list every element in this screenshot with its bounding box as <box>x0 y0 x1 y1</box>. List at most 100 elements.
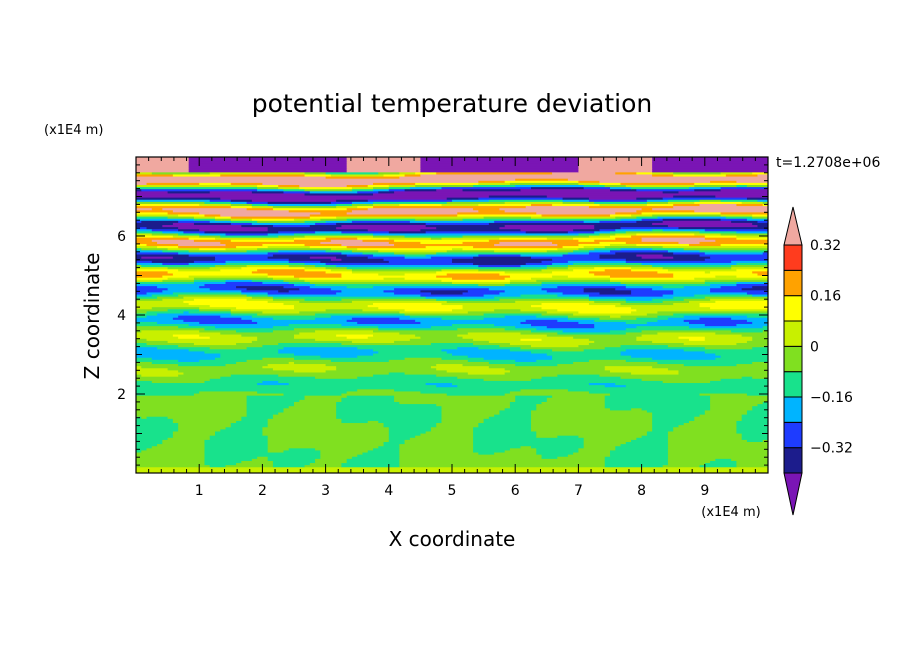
field-cell <box>667 439 748 442</box>
field-cell <box>341 289 385 293</box>
field-cell <box>588 205 674 209</box>
field-cell <box>288 447 316 451</box>
field-cell <box>283 190 311 194</box>
field-cell <box>652 418 695 421</box>
field-cell <box>483 418 532 421</box>
field-cell <box>731 329 764 333</box>
field-cell <box>162 224 242 228</box>
field-cell <box>272 460 316 464</box>
field-cell <box>625 327 768 331</box>
field-cell <box>488 340 595 343</box>
field-cell <box>341 397 395 400</box>
field-cell <box>736 420 768 424</box>
field-cell <box>241 317 274 320</box>
field-cell <box>162 207 248 211</box>
field-cell <box>136 228 153 232</box>
field-cell <box>615 228 653 232</box>
field-cell <box>193 260 227 263</box>
field-cell <box>746 184 768 188</box>
field-cell <box>752 270 768 274</box>
x-tick-label: 1 <box>195 483 204 499</box>
field-cell <box>157 296 184 299</box>
field-cell <box>662 293 695 297</box>
field-cell <box>683 363 737 367</box>
field-cell <box>162 439 206 442</box>
field-cell <box>394 291 432 295</box>
x-units-label: (x1E4 m) <box>701 505 760 520</box>
field-cell <box>652 159 768 162</box>
field-cell <box>678 369 768 373</box>
field-cell <box>373 232 579 236</box>
field-cell <box>667 249 701 253</box>
field-cell <box>320 449 369 453</box>
field-cell <box>230 373 279 377</box>
field-cell <box>199 321 258 325</box>
field-cell <box>704 296 768 299</box>
field-cell <box>136 215 169 219</box>
field-cell <box>599 232 616 236</box>
field-cell <box>604 395 711 398</box>
field-cell <box>704 270 711 274</box>
field-cell <box>136 422 179 426</box>
field-cell <box>699 304 768 308</box>
field-cell <box>478 264 522 268</box>
field-cell <box>736 430 768 434</box>
field-cell <box>694 209 768 213</box>
field-cell <box>573 336 637 339</box>
field-cell <box>604 268 632 272</box>
field-cell <box>136 201 206 204</box>
field-cell <box>641 256 674 259</box>
field-cell <box>394 397 516 400</box>
field-cell <box>151 232 179 236</box>
field-cell <box>478 451 495 455</box>
field-cell <box>704 462 737 466</box>
field-cell <box>309 213 458 217</box>
field-cell <box>673 272 759 276</box>
field-cell <box>399 464 606 468</box>
field-cell <box>578 344 622 348</box>
field-cell <box>578 321 627 325</box>
field-cell <box>457 376 543 379</box>
field-cell <box>178 373 232 377</box>
field-cell <box>636 188 695 192</box>
field-cell <box>420 163 579 167</box>
field-cell <box>531 445 585 449</box>
field-cell <box>378 272 406 276</box>
field-cell <box>683 315 748 318</box>
field-cell <box>567 274 611 278</box>
field-cell <box>736 323 768 327</box>
field-cell <box>151 306 200 310</box>
field-cell <box>399 443 474 447</box>
field-cell <box>330 287 395 291</box>
field-cell <box>278 184 300 188</box>
field-cell <box>236 462 274 466</box>
field-cell <box>336 215 485 219</box>
field-cell <box>199 285 237 289</box>
field-cell <box>546 397 606 400</box>
field-cell <box>136 317 174 320</box>
field-cell <box>225 363 269 367</box>
field-cell <box>578 163 653 167</box>
field-cell <box>667 458 716 461</box>
y-tick-label: 6 <box>117 229 126 245</box>
field-cell <box>599 256 643 259</box>
field-cell <box>531 411 653 415</box>
field-cell <box>425 296 495 299</box>
field-cell <box>541 312 574 316</box>
field-cell <box>546 264 569 268</box>
field-cell <box>678 371 768 375</box>
field-cell <box>625 241 680 244</box>
field-cell <box>678 226 768 230</box>
field-cell <box>136 186 258 190</box>
field-cell <box>488 199 564 202</box>
field-cell <box>304 266 327 270</box>
field-cell <box>230 308 327 312</box>
field-cell <box>720 355 768 358</box>
field-cell <box>267 300 300 303</box>
field-cell <box>288 323 342 327</box>
field-cell <box>178 228 200 232</box>
field-cell <box>136 234 174 238</box>
field-cell <box>193 215 216 219</box>
field-cell <box>267 435 390 438</box>
field-cell <box>646 201 669 204</box>
